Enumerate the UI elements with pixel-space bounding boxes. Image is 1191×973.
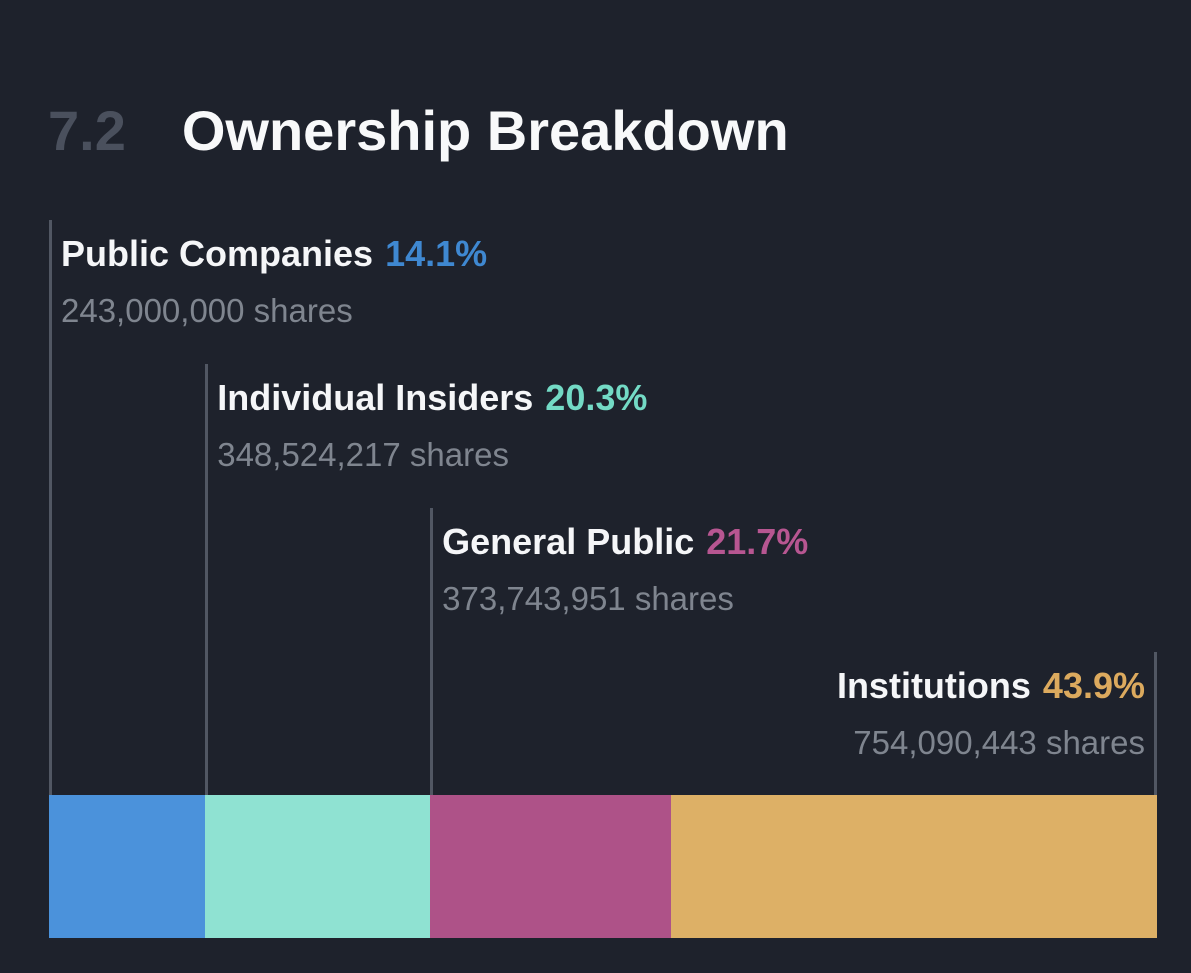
section-number: 7.2 — [48, 99, 126, 162]
callout-individual-insiders: Individual Insiders 20.3% 348,524,217 sha… — [217, 377, 647, 474]
category-label-row: Individual Insiders 20.3% — [217, 377, 647, 419]
bar-segment-general-public[interactable] — [430, 795, 671, 938]
guide-line-institutions — [1154, 652, 1157, 795]
page-title: Ownership Breakdown — [181, 99, 789, 162]
category-percent: 21.7% — [706, 521, 809, 562]
section-header: 7.2 Ownership Breakdown — [48, 99, 789, 163]
bar-segment-institutions[interactable] — [670, 795, 1157, 938]
guide-line-individual-insiders — [205, 364, 209, 795]
guide-line-general-public — [430, 508, 434, 795]
bar-segment-individual-insiders[interactable] — [205, 795, 431, 938]
category-percent: 20.3% — [545, 377, 648, 418]
callout-general-public: General Public 21.7% 373,743,951 shares — [442, 521, 808, 618]
category-name: General Public — [442, 521, 695, 562]
callout-public-companies: Public Companies 14.1% 243,000,000 shares — [61, 233, 487, 330]
guide-line-public-companies — [49, 220, 52, 795]
ownership-bar — [49, 795, 1157, 938]
category-name: Institutions — [836, 665, 1031, 706]
category-shares: 348,524,217 shares — [217, 436, 509, 473]
category-label-row: Public Companies 14.1% — [61, 233, 487, 275]
callout-institutions: Institutions 43.9% 754,090,443 shares — [837, 665, 1145, 762]
category-percent: 14.1% — [385, 233, 488, 274]
category-name: Individual Insiders — [217, 377, 534, 418]
bar-segment-public-companies[interactable] — [49, 795, 206, 938]
category-shares: 373,743,951 shares — [442, 580, 734, 617]
category-percent: 43.9% — [1042, 665, 1145, 706]
category-shares: 243,000,000 shares — [61, 292, 353, 329]
category-label-row: General Public 21.7% — [442, 521, 808, 563]
category-shares: 754,090,443 shares — [853, 724, 1145, 761]
category-label-row: Institutions 43.9% — [837, 665, 1145, 707]
category-name: Public Companies — [61, 233, 374, 274]
